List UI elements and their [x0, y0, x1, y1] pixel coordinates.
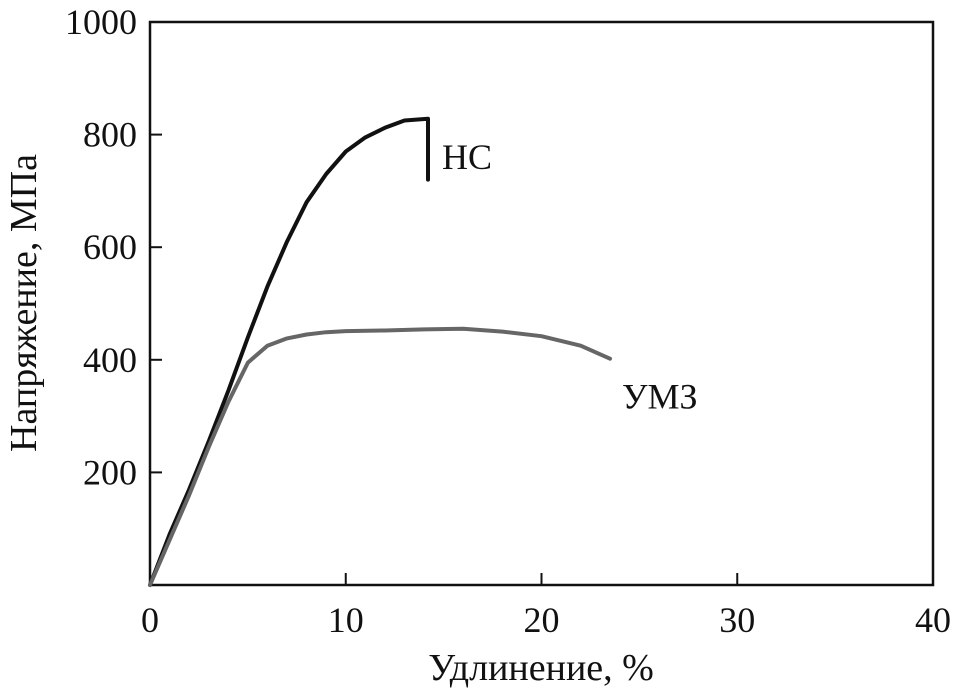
plot-frame	[148, 20, 935, 587]
y-tick-label: 400	[83, 340, 137, 380]
series-line-1	[148, 326, 612, 587]
tick-group: 0 10 20 30 40 200 400 600 800 1000	[65, 2, 951, 640]
x-tick-label: 0	[141, 600, 159, 640]
y-tick-label: 800	[83, 115, 137, 155]
x-axis-label: Удлинение, %	[428, 647, 654, 689]
y-axis-label: Напряжение, МПа	[3, 154, 45, 452]
series-line-0	[148, 116, 430, 587]
x-tick-label: 40	[915, 600, 951, 640]
x-tick-label: 30	[719, 600, 755, 640]
series-label-0: НС	[442, 137, 492, 177]
series-label-1: УМЗ	[622, 377, 698, 417]
y-tick-label: 600	[83, 227, 137, 267]
y-tick-label: 200	[83, 452, 137, 492]
y-tick-label: 1000	[65, 2, 137, 42]
x-tick-label: 20	[524, 600, 560, 640]
x-tick-label: 10	[328, 600, 364, 640]
series-group: НС УМЗ	[148, 116, 698, 587]
